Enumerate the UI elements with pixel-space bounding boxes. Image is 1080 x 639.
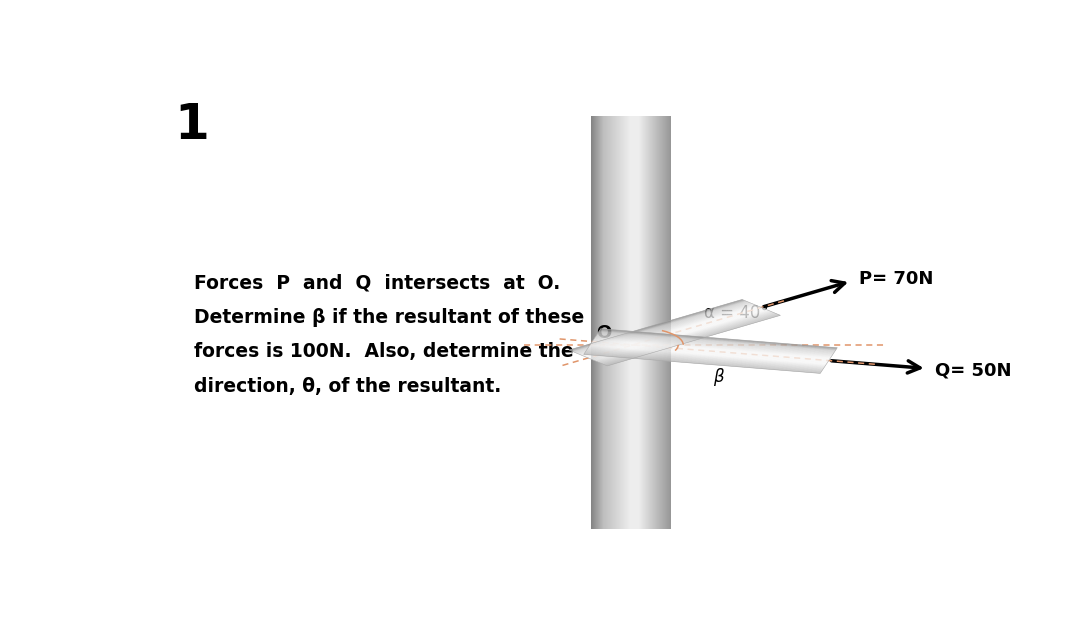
Polygon shape xyxy=(592,341,829,360)
Polygon shape xyxy=(592,343,828,362)
Polygon shape xyxy=(594,339,831,358)
Polygon shape xyxy=(596,335,833,355)
Polygon shape xyxy=(584,353,822,372)
Polygon shape xyxy=(585,352,822,371)
Polygon shape xyxy=(599,312,773,363)
Polygon shape xyxy=(578,303,752,354)
Text: Determine β if the resultant of these: Determine β if the resultant of these xyxy=(193,308,584,327)
Polygon shape xyxy=(593,340,831,359)
Polygon shape xyxy=(597,334,834,353)
Polygon shape xyxy=(593,309,767,360)
Polygon shape xyxy=(582,305,756,356)
Text: forces is 100N.  Also, determine the: forces is 100N. Also, determine the xyxy=(193,343,573,362)
Polygon shape xyxy=(595,336,833,356)
Polygon shape xyxy=(589,308,764,358)
Polygon shape xyxy=(583,305,757,357)
Polygon shape xyxy=(580,304,754,355)
Polygon shape xyxy=(590,308,765,359)
Polygon shape xyxy=(599,330,836,350)
Polygon shape xyxy=(588,348,824,367)
Polygon shape xyxy=(594,339,831,358)
Polygon shape xyxy=(600,328,837,348)
Polygon shape xyxy=(586,350,824,369)
Polygon shape xyxy=(584,306,758,357)
Polygon shape xyxy=(593,341,829,360)
Polygon shape xyxy=(585,306,759,357)
Polygon shape xyxy=(604,314,778,365)
Polygon shape xyxy=(591,309,765,360)
Text: β: β xyxy=(713,368,724,386)
Polygon shape xyxy=(569,300,743,350)
Text: O: O xyxy=(596,323,611,341)
Polygon shape xyxy=(586,350,823,369)
Polygon shape xyxy=(590,346,826,365)
Polygon shape xyxy=(595,337,832,357)
Polygon shape xyxy=(591,344,827,363)
Polygon shape xyxy=(605,314,779,365)
Polygon shape xyxy=(597,332,835,352)
Polygon shape xyxy=(589,307,762,358)
Text: 1: 1 xyxy=(174,101,210,150)
Polygon shape xyxy=(596,335,833,355)
Polygon shape xyxy=(580,304,755,355)
Polygon shape xyxy=(597,311,771,362)
Polygon shape xyxy=(598,331,836,351)
Polygon shape xyxy=(592,342,828,361)
Polygon shape xyxy=(599,330,836,350)
Polygon shape xyxy=(585,351,823,370)
Polygon shape xyxy=(602,313,775,364)
Polygon shape xyxy=(571,301,746,351)
Polygon shape xyxy=(591,343,828,362)
Polygon shape xyxy=(598,332,835,351)
Polygon shape xyxy=(597,333,834,353)
Polygon shape xyxy=(585,351,822,371)
Polygon shape xyxy=(606,315,781,366)
Polygon shape xyxy=(583,354,821,373)
Polygon shape xyxy=(588,348,825,367)
Text: P= 70N: P= 70N xyxy=(860,270,934,288)
Polygon shape xyxy=(598,312,773,363)
Text: direction, θ, of the resultant.: direction, θ, of the resultant. xyxy=(193,377,501,396)
Polygon shape xyxy=(590,344,827,364)
Polygon shape xyxy=(594,310,768,360)
Polygon shape xyxy=(576,302,750,353)
Polygon shape xyxy=(589,346,826,366)
Polygon shape xyxy=(571,300,745,351)
Polygon shape xyxy=(584,353,821,373)
Polygon shape xyxy=(581,305,756,355)
Polygon shape xyxy=(597,311,772,362)
Polygon shape xyxy=(570,300,744,351)
Polygon shape xyxy=(594,338,832,357)
Polygon shape xyxy=(579,304,753,355)
Polygon shape xyxy=(603,313,777,364)
Polygon shape xyxy=(572,301,747,352)
Polygon shape xyxy=(586,307,760,358)
Polygon shape xyxy=(599,329,837,349)
Text: α = 40°: α = 40° xyxy=(704,304,769,322)
Polygon shape xyxy=(596,334,834,354)
Polygon shape xyxy=(588,307,761,358)
Polygon shape xyxy=(589,347,825,366)
Text: Forces  P  and  Q  intersects  at  O.: Forces P and Q intersects at O. xyxy=(193,273,559,293)
Text: Q= 50N: Q= 50N xyxy=(935,362,1012,380)
Polygon shape xyxy=(592,309,766,360)
Polygon shape xyxy=(588,349,824,368)
Polygon shape xyxy=(595,310,769,361)
Polygon shape xyxy=(573,302,747,352)
Polygon shape xyxy=(606,314,780,366)
Polygon shape xyxy=(600,312,774,364)
Polygon shape xyxy=(590,345,826,364)
Polygon shape xyxy=(596,311,770,362)
Polygon shape xyxy=(577,303,751,353)
Polygon shape xyxy=(575,302,748,353)
